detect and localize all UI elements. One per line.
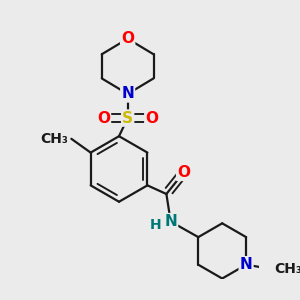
Text: N: N [240, 257, 253, 272]
Text: N: N [121, 86, 134, 101]
Text: O: O [177, 165, 190, 180]
Text: CH₃: CH₃ [274, 262, 300, 276]
Text: O: O [97, 111, 110, 126]
Text: O: O [121, 31, 134, 46]
Text: O: O [145, 111, 158, 126]
Text: N: N [164, 214, 177, 229]
Text: CH₃: CH₃ [40, 132, 68, 146]
Text: S: S [122, 111, 133, 126]
Text: H: H [149, 218, 161, 232]
